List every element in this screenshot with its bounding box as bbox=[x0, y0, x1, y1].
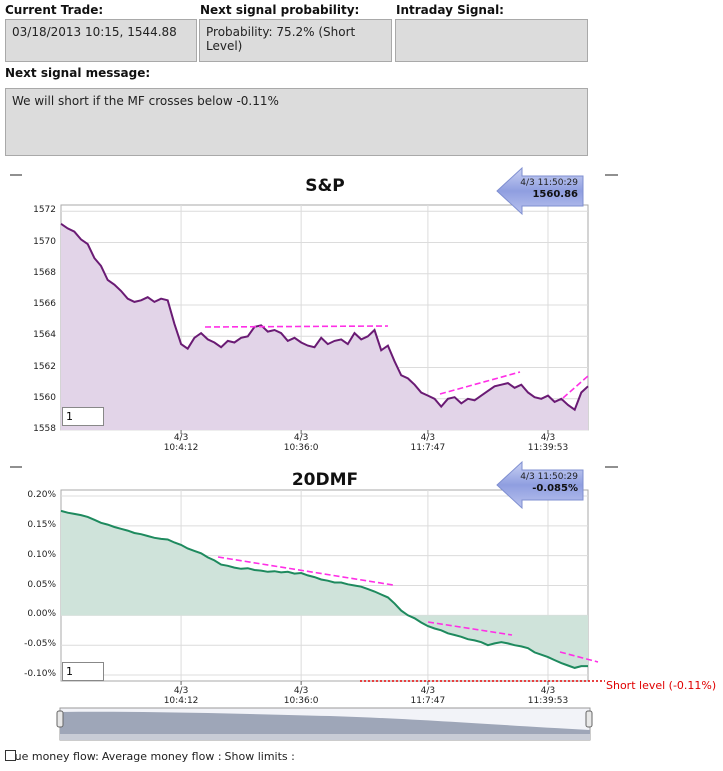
callout-value: 1560.86 bbox=[532, 189, 578, 200]
last-value-callout bbox=[496, 166, 584, 216]
field-label: Next signal message: bbox=[5, 66, 151, 80]
text-field[interactable]: 03/18/2013 10:15, 1544.88 bbox=[5, 19, 197, 62]
navigator[interactable] bbox=[56, 707, 593, 741]
navigator-handle[interactable] bbox=[56, 710, 64, 728]
x-tick-label: 4/3 11:7:47 bbox=[410, 686, 446, 706]
y-tick-label: 1558 bbox=[33, 424, 56, 434]
zoom-input[interactable]: 1 bbox=[62, 662, 104, 681]
field-label: Next signal probability: bbox=[200, 3, 360, 17]
line bbox=[60, 509, 588, 669]
callout-time: 4/3 11:50:29 bbox=[520, 178, 578, 188]
zoom-input[interactable]: 1 bbox=[62, 407, 104, 426]
options-row: True money flow: Average money flow : Show… bbox=[5, 750, 295, 763]
x-tick-label: 4/3 11:39:53 bbox=[527, 433, 569, 453]
x-tick-label: 4/3 11:7:47 bbox=[410, 433, 446, 453]
y-tick-label: 0.10% bbox=[27, 549, 56, 560]
navigator-handle[interactable] bbox=[585, 710, 593, 728]
chart-title: S&P bbox=[305, 176, 345, 196]
callout-time: 4/3 11:50:29 bbox=[520, 472, 578, 482]
y-tick-label: 1568 bbox=[33, 267, 56, 278]
trend-line bbox=[427, 621, 513, 636]
callout-value: -0.085% bbox=[532, 483, 578, 494]
y-tick-label: 0.20% bbox=[27, 489, 56, 500]
checkbox[interactable] bbox=[5, 750, 16, 761]
checkbox-frame bbox=[5, 750, 16, 761]
trend-line bbox=[204, 325, 389, 328]
text-field[interactable]: Probability: 75.2% (Short Level) bbox=[199, 19, 392, 62]
y-tick-label: 0.15% bbox=[27, 519, 56, 530]
option-label: Show limits : bbox=[224, 750, 295, 763]
y-tick-label: -0.10% bbox=[24, 669, 56, 680]
area-fill bbox=[61, 510, 588, 668]
trend-line bbox=[439, 371, 521, 395]
x-tick-label: 4/3 10:4:12 bbox=[163, 686, 199, 706]
navigator-track bbox=[60, 734, 590, 740]
short-level-label: Short level (-0.11%) bbox=[606, 679, 717, 692]
last-value-callout bbox=[496, 460, 584, 510]
x-tick-label: 4/3 10:4:12 bbox=[163, 433, 199, 453]
navigator-silhouette bbox=[60, 711, 590, 740]
trend-line bbox=[217, 556, 394, 586]
trend-line bbox=[559, 651, 599, 663]
y-tick-label: 1562 bbox=[33, 361, 56, 372]
area-fill bbox=[61, 223, 588, 430]
chart-title: 20DMF bbox=[291, 470, 359, 490]
y-tick-label: 1560 bbox=[33, 392, 56, 403]
y-tick-label: 1566 bbox=[33, 299, 56, 309]
charts bbox=[60, 166, 605, 685]
text-field[interactable] bbox=[395, 19, 588, 62]
y-tick-label: -0.05% bbox=[24, 639, 56, 650]
y-tick-label: 0.00% bbox=[27, 609, 56, 620]
y-tick-label: 1564 bbox=[33, 330, 56, 341]
field-label: Current Trade: bbox=[5, 3, 104, 17]
y-tick-label: 1572 bbox=[33, 205, 56, 216]
option-label: Average money flow : bbox=[101, 750, 222, 763]
x-tick-label: 4/3 11:39:53 bbox=[527, 686, 569, 706]
option-label: True money flow: bbox=[5, 750, 99, 763]
line bbox=[60, 222, 589, 412]
y-tick-label: 0.05% bbox=[27, 579, 56, 590]
x-tick-label: 4/3 10:36:0 bbox=[283, 433, 319, 453]
trend-lines bbox=[204, 325, 599, 663]
x-tick-label: 4/3 10:36:0 bbox=[283, 686, 319, 706]
field-label: Intraday Signal: bbox=[396, 3, 504, 17]
y-tick-label: 1570 bbox=[33, 236, 56, 247]
trend-line bbox=[562, 375, 589, 399]
text-area[interactable]: We will short if the MF crosses below -0… bbox=[5, 88, 588, 156]
